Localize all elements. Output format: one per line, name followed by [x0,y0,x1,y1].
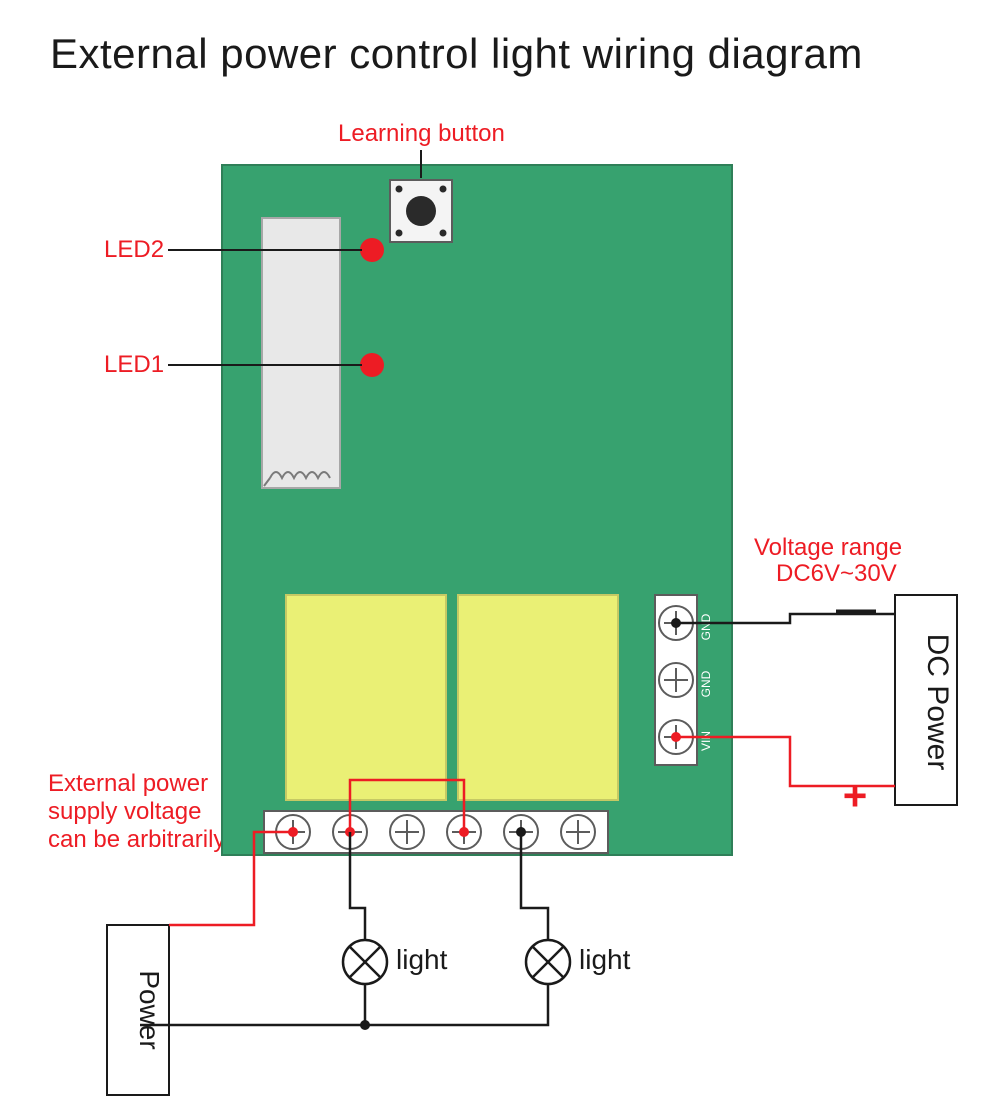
svg-text:GND: GND [699,613,713,640]
wire-return-to-power [140,1025,365,1095]
svg-text:VIN: VIN [699,731,713,751]
led1-dot [360,353,384,377]
relay-2 [458,595,618,800]
power-box: Power [107,925,169,1095]
svg-text:6: 6 [289,855,297,871]
svg-text:—: — [836,587,876,631]
svg-text:DC Power: DC Power [921,634,954,771]
svg-text:Power: Power [134,970,165,1049]
svg-text:3: 3 [460,855,468,871]
dc-power-box: DC Power [895,595,957,805]
right-terminal-block: GND GND VIN [655,595,713,765]
junction-dot [360,1020,370,1030]
bottom-terminal-block: 6 5 4 3 2 1 [264,811,608,871]
plus-symbol: + [843,772,868,819]
wire-common-return [365,984,548,1025]
relay-1 [286,595,446,800]
learning-button [390,180,452,242]
led2-dot [360,238,384,262]
svg-text:1: 1 [574,855,582,871]
svg-text:GND: GND [699,670,713,697]
wiring-diagram: 6 5 4 3 2 1 GND GND VIN DC Power Power [0,0,1000,1100]
wire-return-to-power-real [169,1025,365,1095]
light-bulb-1 [343,940,387,984]
svg-text:4: 4 [403,855,411,871]
rf-module [262,218,340,488]
light-bulb-2 [526,940,570,984]
